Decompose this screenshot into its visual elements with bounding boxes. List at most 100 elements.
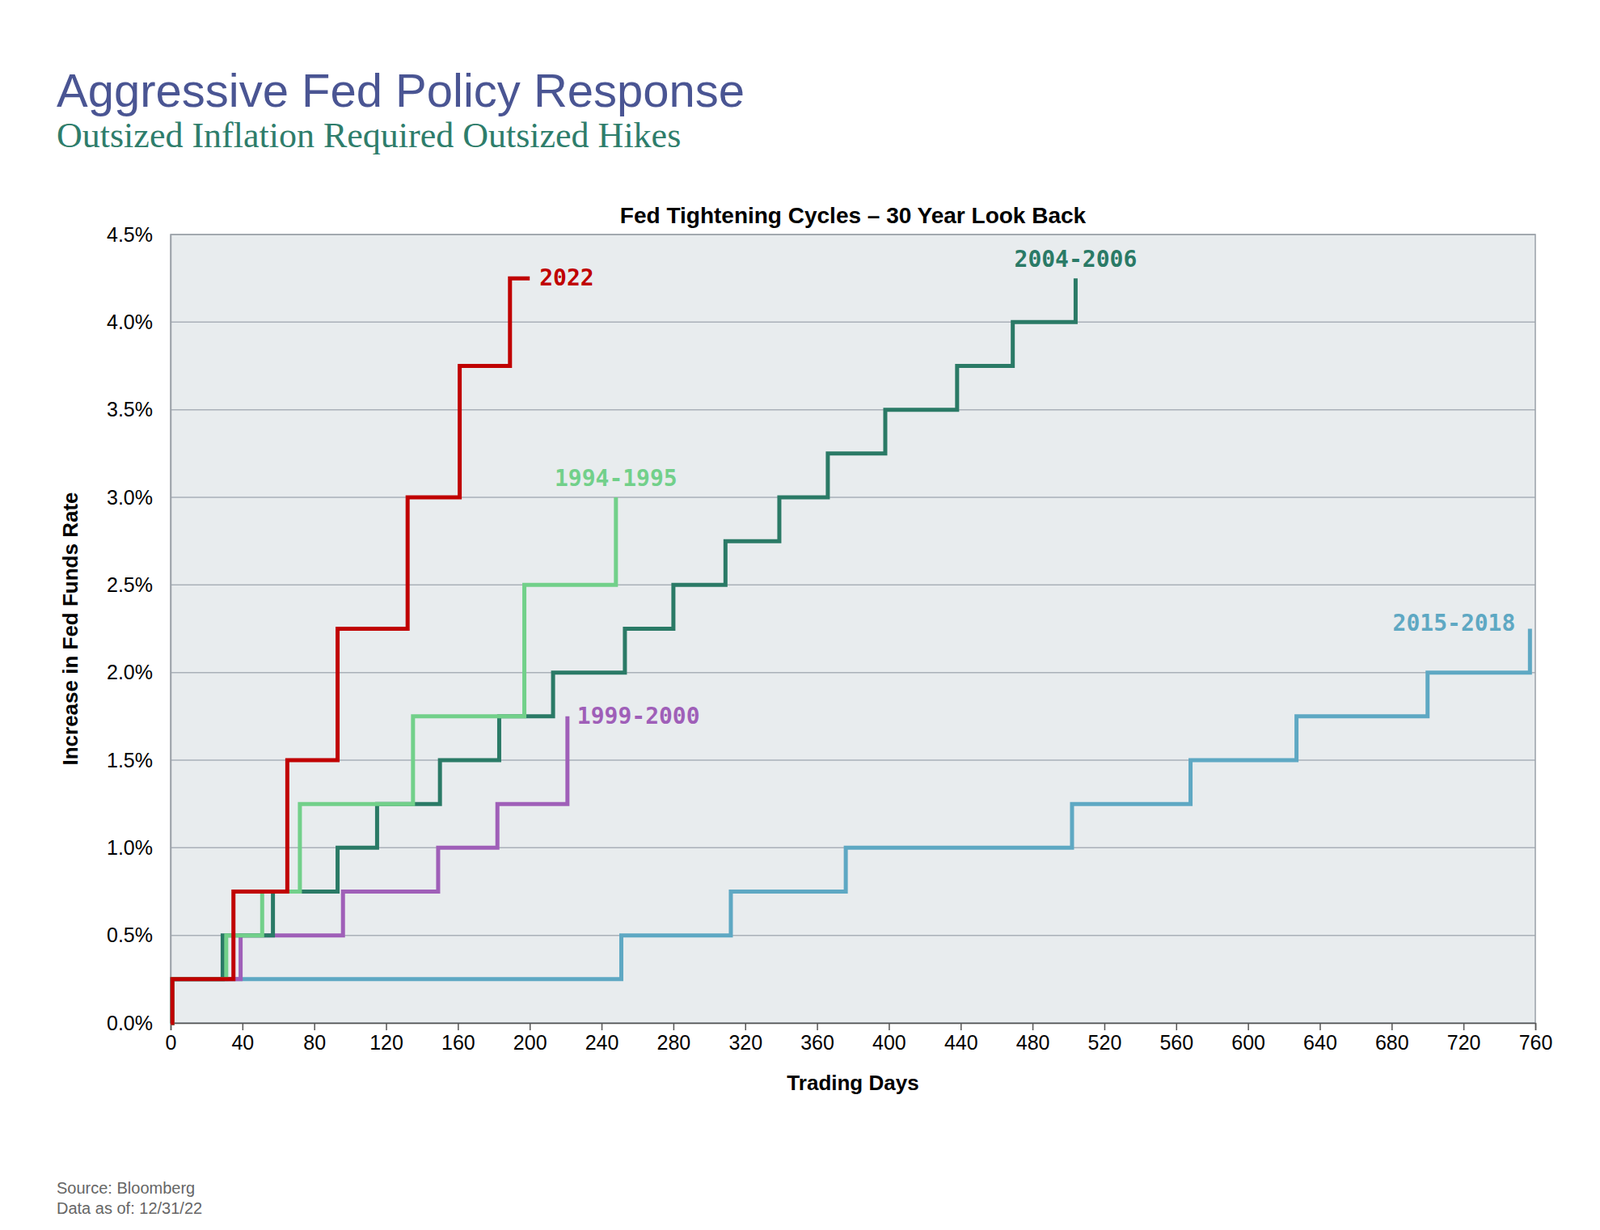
x-tick-mark: [1391, 1022, 1394, 1031]
x-axis-title: Trading Days: [786, 1070, 919, 1095]
grid-line: [170, 584, 1536, 587]
footnote: Data as of: 12/31/22: [56, 1198, 203, 1217]
x-axis-line: [171, 1023, 1537, 1031]
series-label: 1994-1995: [554, 464, 678, 492]
x-tick-label: 200: [513, 1030, 548, 1054]
x-tick-label: 520: [1088, 1030, 1123, 1054]
x-tick-label: 0: [165, 1030, 178, 1054]
y-tick: 4.0%: [106, 310, 171, 334]
x-tick-mark: [1463, 1022, 1465, 1031]
y-tick-label: 1.0%: [106, 835, 153, 859]
series-line: [170, 716, 568, 1023]
x-tick-label: 360: [800, 1030, 835, 1054]
page-title: Aggressive Fed Policy Response: [56, 63, 745, 117]
grid-line: [170, 321, 1536, 324]
x-tick-mark: [1032, 1022, 1035, 1031]
x-tick: 720: [1447, 1022, 1482, 1054]
x-tick-mark: [1104, 1022, 1107, 1031]
x-tick-mark: [242, 1022, 245, 1031]
grid-line: [170, 496, 1536, 499]
x-tick-mark: [313, 1022, 316, 1031]
y-tick-label: 3.0%: [106, 485, 153, 509]
y-tick: 4.5%: [106, 223, 171, 246]
y-axis-title: Increase in Fed Funds Rate: [58, 491, 83, 765]
x-tick: 360: [800, 1022, 835, 1054]
x-tick-mark: [888, 1022, 891, 1031]
y-axis-line: [170, 235, 173, 1024]
series-label: 2004-2006: [1014, 245, 1138, 273]
footnote: Source: Bloomberg: [56, 1178, 195, 1197]
y-tick-label: 0.0%: [106, 1011, 153, 1035]
x-tick-mark: [816, 1022, 819, 1031]
x-tick-label: 720: [1447, 1030, 1482, 1054]
x-tick: 240: [585, 1022, 620, 1054]
x-tick: 120: [369, 1022, 404, 1054]
series-line: [170, 497, 617, 1023]
plot-background: [170, 234, 1536, 1023]
x-tick-label: 680: [1375, 1030, 1410, 1054]
x-tick: 320: [728, 1022, 763, 1054]
y-axis: 0.0% 0.5% 1.0% 1.5% 2.0% 2.5% 3.0% 3.5% 4.0% 4.5%: [106, 223, 171, 1035]
x-tick-mark: [673, 1022, 676, 1031]
x-tick-label: 760: [1519, 1030, 1554, 1054]
x-tick-mark: [529, 1022, 532, 1031]
y-tick: 3.5%: [106, 397, 171, 421]
grid-line: [170, 671, 1536, 674]
x-tick: 0: [165, 1022, 178, 1054]
x-tick: 600: [1231, 1022, 1266, 1054]
x-tick-mark: [744, 1022, 747, 1031]
y-tick-label: 4.5%: [106, 223, 153, 246]
x-tick-label: 320: [728, 1030, 763, 1054]
x-tick-mark: [1319, 1022, 1322, 1031]
x-tick-label: 240: [585, 1030, 620, 1054]
y-tick: 1.0%: [106, 835, 171, 859]
series-label: 1999-2000: [577, 702, 701, 730]
y-tick: 1.5%: [106, 748, 171, 772]
x-tick: 280: [657, 1022, 692, 1054]
y-tick-label: 1.5%: [106, 748, 153, 772]
x-tick: 160: [441, 1022, 476, 1054]
series-line: [170, 278, 530, 1023]
series-line: [170, 278, 1076, 1023]
y-tick-label: 2.5%: [106, 573, 153, 596]
x-tick-label: 440: [944, 1030, 979, 1054]
page-subtitle: Outsized Inflation Required Outsized Hik…: [56, 115, 681, 156]
x-tick: 680: [1375, 1022, 1410, 1054]
series-lines: [170, 278, 1530, 1023]
grid: [170, 234, 1536, 1023]
x-tick-label: 400: [872, 1030, 907, 1054]
x-tick: 520: [1088, 1022, 1123, 1054]
x-tick-label: 280: [657, 1030, 692, 1054]
series-label: 2022: [539, 264, 594, 292]
y-tick: 0.5%: [106, 923, 171, 946]
series-label: 2015-2018: [1393, 609, 1516, 637]
y-tick-label: 0.5%: [106, 923, 153, 946]
x-tick-mark: [457, 1022, 460, 1031]
x-tick: 440: [944, 1022, 979, 1054]
x-tick-label: 640: [1303, 1030, 1338, 1054]
x-tick-label: 480: [1016, 1030, 1051, 1054]
y-tick: 3.0%: [106, 485, 171, 509]
grid-line: [170, 409, 1536, 411]
series-line: [170, 629, 1530, 1024]
grid-line: [170, 759, 1536, 761]
x-tick: 560: [1159, 1022, 1194, 1054]
chart-title: Fed Tightening Cycles – 30 Year Look Bac…: [620, 202, 1087, 228]
x-tick-mark: [385, 1022, 388, 1031]
chart-root: Aggressive Fed Policy ResponseOutsized I…: [0, 0, 1600, 1230]
y-tick: 2.5%: [106, 573, 171, 596]
x-tick: 480: [1016, 1022, 1051, 1054]
x-tick: 200: [513, 1022, 548, 1054]
y-tick-label: 3.5%: [106, 397, 153, 421]
grid-line: [170, 934, 1536, 937]
x-tick-label: 160: [441, 1030, 476, 1054]
x-tick-label: 80: [303, 1030, 326, 1054]
x-tick-label: 560: [1159, 1030, 1194, 1054]
y-tick: 0.0%: [106, 1011, 171, 1035]
plot-frame: [170, 234, 1536, 1023]
series-labels: 2015-2018 1999-2000 2004-2006 1994-1995 2022: [539, 245, 1516, 730]
x-tick: 640: [1303, 1022, 1338, 1054]
x-tick-label: 600: [1231, 1030, 1266, 1054]
y-tick-label: 4.0%: [106, 310, 153, 334]
y-tick-label: 2.0%: [106, 660, 153, 684]
